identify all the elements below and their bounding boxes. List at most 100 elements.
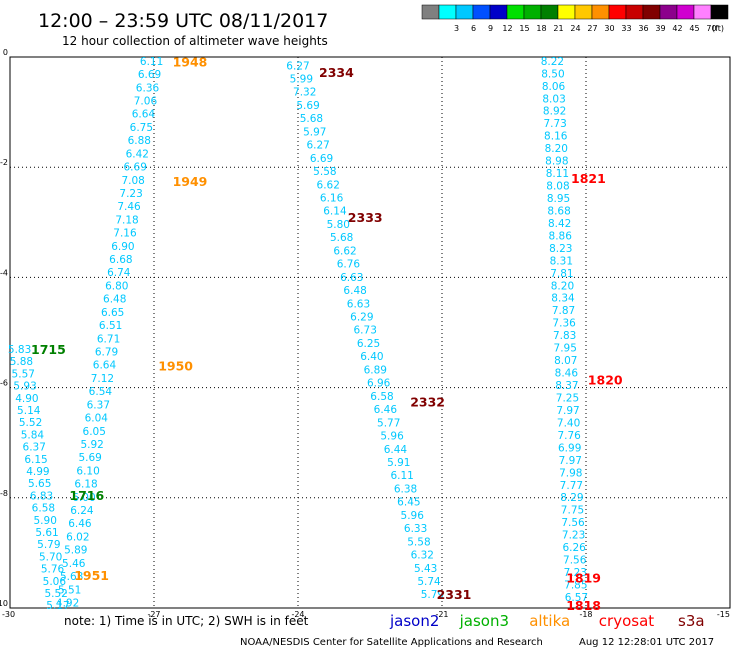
- wave-height-value: 5.65: [28, 478, 51, 490]
- wave-height-value: 6.69: [310, 153, 333, 165]
- wave-height-value: 8.86: [549, 230, 573, 242]
- satellite-name: jason2: [389, 612, 439, 630]
- wave-height-value: 5.76: [41, 564, 65, 576]
- wave-height-value: 6.00: [72, 492, 95, 504]
- wave-height-value: 6.48: [343, 285, 366, 297]
- legend-swatch: [523, 4, 542, 20]
- wave-height-value: 5.43: [414, 563, 437, 575]
- wave-height-value: 6.33: [404, 523, 427, 535]
- wave-height-value: 5.68: [300, 113, 323, 125]
- wave-height-value: 5.68: [330, 232, 353, 244]
- wave-height-value: 5.96: [401, 510, 425, 522]
- wave-height-value: 7.18: [115, 214, 138, 226]
- wave-height-value: 5.80: [327, 219, 350, 231]
- wave-height-value: 7.23: [562, 530, 585, 542]
- wave-height-value: 6.27: [306, 140, 329, 152]
- wave-height-value: 6.62: [333, 245, 356, 257]
- wave-height-value: 8.23: [549, 243, 572, 255]
- legend-swatch: [574, 4, 593, 20]
- wave-height-value: 6.79: [95, 346, 118, 358]
- wave-height-value: 8.68: [547, 205, 570, 217]
- wave-height-value: 6.58: [32, 503, 55, 515]
- wave-height-value: 6.29: [350, 312, 373, 324]
- legend-swatch: [455, 4, 474, 20]
- legend-swatch: [693, 4, 712, 20]
- wave-height-value: 5.06: [43, 576, 67, 588]
- wave-height-value: 8.20: [551, 280, 574, 292]
- wave-height-value: 6.57: [565, 592, 588, 604]
- wave-height-value: 6.54: [89, 386, 113, 398]
- wave-height-value: 7.12: [91, 373, 114, 385]
- wave-height-value: 6.15: [24, 454, 47, 466]
- wave-height-value: 5.74: [417, 576, 441, 588]
- wave-height-value: 7.23: [564, 567, 587, 579]
- wave-height-value: 6.44: [384, 444, 408, 456]
- legend-swatch: [591, 4, 610, 20]
- wave-height-value: 5.57: [12, 368, 35, 380]
- wave-height-value: 8.07: [554, 355, 577, 367]
- satellite-name: s3a: [678, 612, 705, 630]
- wave-height-value: 5.17: [46, 600, 69, 612]
- y-tick-label: -6: [0, 379, 8, 388]
- legend-label: 24: [570, 24, 580, 33]
- wave-height-value: 6.64: [93, 360, 117, 372]
- wave-height-value: 6.04: [85, 413, 109, 425]
- legend-label: 18: [536, 24, 546, 33]
- legend-swatch: [557, 4, 576, 20]
- legend-swatch: [489, 4, 508, 20]
- legend-label: 42: [672, 24, 682, 33]
- wave-height-value: 6.71: [97, 333, 120, 345]
- wave-height-value: 5.52: [44, 588, 67, 600]
- wave-height-value: 6.46: [374, 404, 398, 416]
- figure-title: 12:00 – 23:59 UTC 08/11/2017: [38, 10, 328, 32]
- legend-label: 21: [553, 24, 563, 33]
- pass-time-label: 2331: [437, 587, 472, 602]
- wave-height-value: 8.46: [555, 368, 579, 380]
- wave-height-value: 6.46: [68, 518, 92, 530]
- wave-height-value: 6.38: [394, 483, 417, 495]
- legend-swatch: [659, 4, 678, 20]
- wave-height-value: 6.63: [340, 272, 363, 284]
- wave-height-value: 5.91: [387, 457, 410, 469]
- legend-label: 33: [621, 24, 631, 33]
- wave-height-value: 7.56: [563, 555, 587, 567]
- wave-height-value: 5.84: [21, 429, 45, 441]
- legend-label: 6: [471, 24, 476, 33]
- wave-height-value: 6.96: [367, 378, 391, 390]
- wave-height-value: 5.52: [19, 417, 42, 429]
- wave-height-value: 6.90: [111, 241, 134, 253]
- wave-height-value: 5.46: [62, 558, 86, 570]
- wave-height-value: 5.61: [35, 527, 58, 539]
- wave-height-value: 7.81: [550, 268, 573, 280]
- wave-height-value: 5.92: [80, 439, 103, 451]
- legend-swatch: [642, 4, 661, 20]
- wave-height-value: 6.11: [390, 470, 413, 482]
- legend-unit: (ft): [712, 24, 724, 33]
- wave-height-value: 8.06: [542, 81, 566, 93]
- y-tick-label: -10: [0, 599, 8, 608]
- figure-subtitle: 12 hour collection of altimeter wave hei…: [62, 34, 328, 48]
- wave-height-value: 5.77: [377, 417, 400, 429]
- wave-height-value: 8.20: [545, 143, 568, 155]
- wave-height-value: 6.65: [101, 307, 124, 319]
- wave-height-value: 7.75: [561, 505, 584, 517]
- wave-height-value: 6.37: [23, 442, 46, 454]
- wave-height-value: 5.99: [290, 73, 313, 85]
- wave-height-value: 8.31: [550, 255, 573, 267]
- wave-height-value: 8.16: [544, 131, 568, 143]
- y-tick-label: -2: [0, 158, 8, 167]
- wave-height-value: 6.58: [370, 391, 393, 403]
- wave-height-value: 6.32: [411, 550, 434, 562]
- pass-time-label: 1949: [173, 174, 208, 189]
- wave-height-value: 8.37: [555, 380, 578, 392]
- wave-height-value: 6.63: [347, 298, 370, 310]
- wave-height-value: 6.36: [136, 82, 160, 94]
- wave-height-value: 5.83: [8, 344, 31, 356]
- pass-time-label: 2332: [410, 394, 445, 409]
- wave-height-value: 6.83: [30, 490, 53, 502]
- wave-height-value: 6.68: [109, 254, 132, 266]
- wave-height-value: 7.85: [564, 580, 587, 592]
- pass-time-label: 1948: [173, 54, 208, 69]
- wave-height-value: 5.58: [313, 166, 336, 178]
- wave-height-value: 8.92: [543, 106, 566, 118]
